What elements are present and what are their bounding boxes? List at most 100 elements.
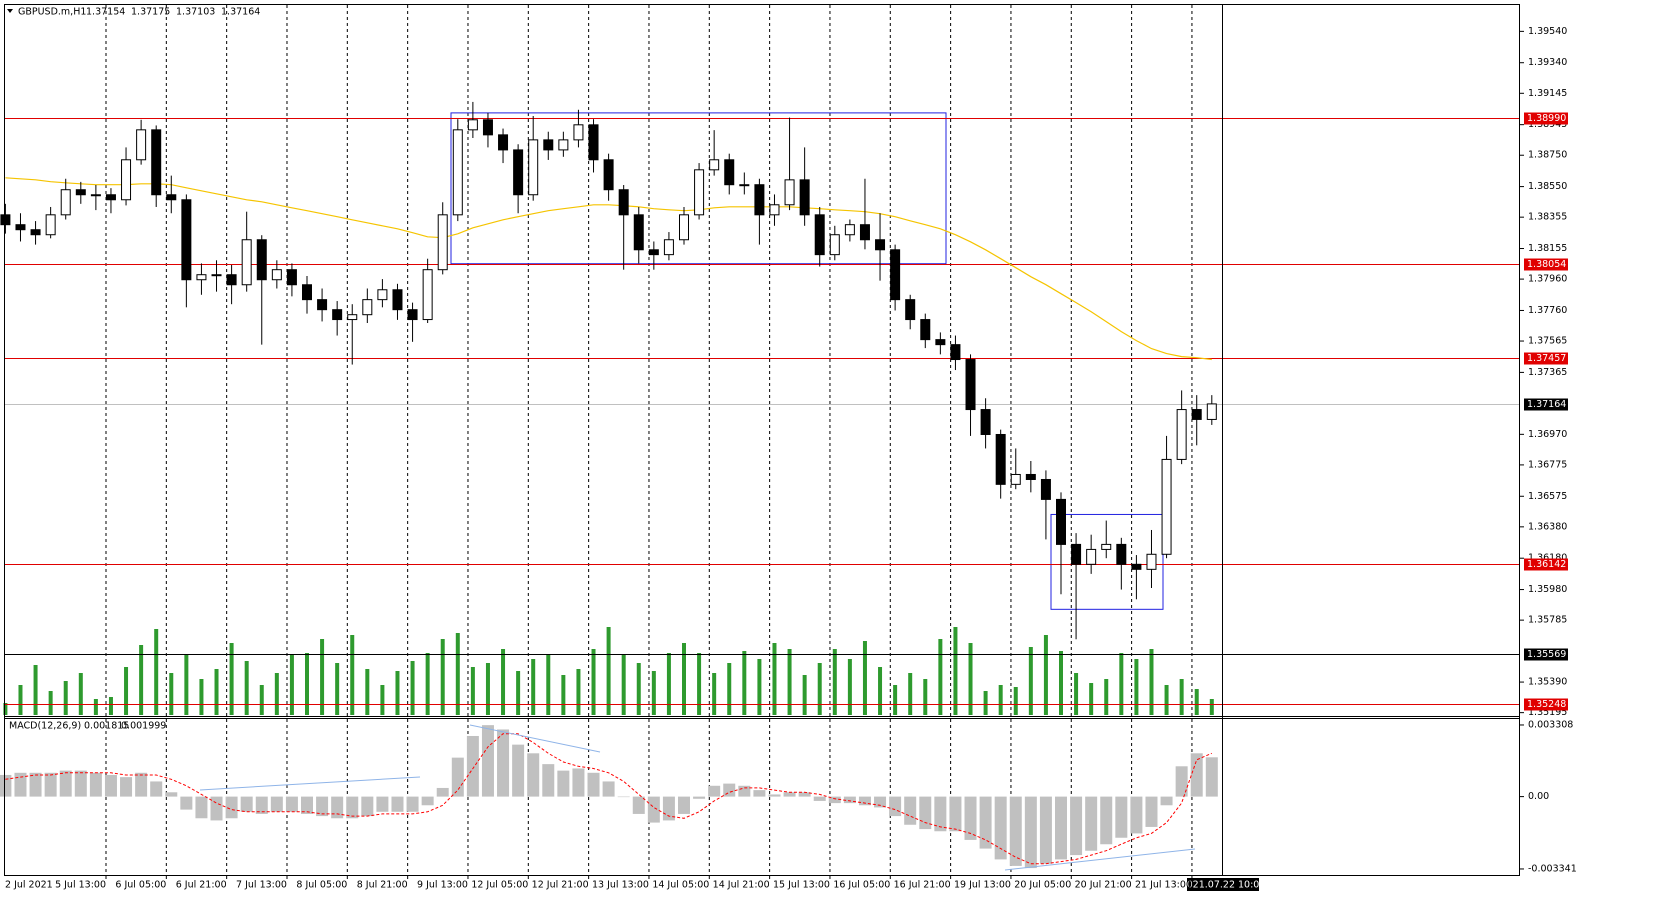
macd-bar xyxy=(723,783,736,797)
macd-bar xyxy=(512,744,525,797)
x-tick-label: 15 Jul 13:00 xyxy=(773,880,830,891)
candle-body xyxy=(482,119,493,136)
macd-bar xyxy=(0,774,12,797)
last-high: 1.37175 xyxy=(131,7,170,18)
candle-body xyxy=(392,289,403,311)
y-tick-label: 1.38355 xyxy=(1528,212,1567,223)
volume-bar xyxy=(410,661,415,715)
level-label-box xyxy=(1524,112,1568,125)
candle-body xyxy=(724,159,735,186)
x-tick-label: 14 Jul 05:00 xyxy=(652,880,709,891)
volume-bar xyxy=(862,641,867,715)
level-label: 1.38990 xyxy=(1527,113,1566,124)
volume-bar xyxy=(63,681,68,715)
volume-bar xyxy=(199,679,204,715)
candle-body xyxy=(15,224,26,231)
volume-bar xyxy=(1194,689,1199,715)
volume-bar xyxy=(1013,687,1018,715)
candle-body xyxy=(950,344,961,361)
text-layer: GBPUSD.m,H1 1.37154 1.37175 1.37103 1.37… xyxy=(5,7,1577,891)
macd-bar xyxy=(89,772,102,797)
volume-bar xyxy=(621,655,626,715)
volume-bar xyxy=(651,671,656,715)
macd-bar xyxy=(331,796,344,819)
x-tick-label: 7 Jul 13:00 xyxy=(236,880,287,891)
candle-body xyxy=(166,194,177,201)
volume-bar xyxy=(229,643,234,715)
candle-body xyxy=(1056,498,1066,545)
y-tick-label: 1.39145 xyxy=(1528,88,1567,99)
y-tick-label: 1.35785 xyxy=(1528,615,1567,626)
level-label-box xyxy=(1524,352,1568,365)
candle-body xyxy=(648,249,659,256)
macd-bar xyxy=(994,796,1007,860)
candle-body xyxy=(890,249,901,301)
candle-body xyxy=(211,274,222,277)
y-tick-label: 1.38155 xyxy=(1528,243,1567,254)
macd-bar xyxy=(74,770,87,797)
menu-arrow[interactable] xyxy=(7,9,13,13)
candle-body xyxy=(377,289,388,301)
candle-body xyxy=(633,214,644,251)
volume-bar xyxy=(274,673,279,715)
candle-body xyxy=(407,309,418,321)
candle-body xyxy=(1025,473,1036,480)
macd-bar xyxy=(120,777,133,797)
macd-bar xyxy=(104,774,117,797)
last-open: 1.37154 xyxy=(86,7,125,18)
macd-bar xyxy=(828,796,841,804)
volume-bar xyxy=(832,649,837,715)
volume-bar xyxy=(169,673,174,715)
volume-bar xyxy=(320,639,325,715)
macd-main-readout: 0.001815 xyxy=(84,721,129,732)
chart-frame xyxy=(4,4,1520,876)
candle-body xyxy=(90,194,101,197)
macd-bar xyxy=(255,796,268,814)
macd-bar xyxy=(753,790,766,797)
volume-bar xyxy=(350,635,355,715)
macd-bar xyxy=(497,729,510,797)
candle-body xyxy=(1146,553,1157,570)
volume-bar xyxy=(139,645,144,715)
candle-body xyxy=(965,359,976,411)
y-tick-label: 1.35980 xyxy=(1528,584,1567,595)
cursor-time-box xyxy=(1187,878,1259,891)
macd-bar xyxy=(1055,796,1067,860)
y-tick-label: 1.39540 xyxy=(1528,26,1567,37)
y-tick-label: 0.00 xyxy=(1528,791,1549,802)
volume-bar xyxy=(1119,653,1124,715)
volume-bar xyxy=(516,671,521,715)
volume-bar xyxy=(395,671,400,715)
candle-body xyxy=(844,224,855,236)
candle-body xyxy=(45,214,56,236)
macd-bar xyxy=(1100,796,1113,845)
candle-body xyxy=(362,299,373,316)
volume-bar xyxy=(787,649,792,715)
volume-bar xyxy=(998,685,1003,715)
macd-bar xyxy=(346,796,359,819)
volume-bar xyxy=(244,661,249,715)
macd-bar xyxy=(678,796,690,814)
volume-bar xyxy=(440,639,445,715)
level-label-box xyxy=(1524,258,1568,271)
volume-bar xyxy=(214,669,219,715)
volume-bar xyxy=(757,659,762,715)
macd-bar xyxy=(361,796,374,817)
volume-bar xyxy=(1104,679,1109,715)
candle-body xyxy=(543,139,554,151)
macd-bar xyxy=(964,796,977,840)
macd-bar xyxy=(783,792,796,797)
macd-bar xyxy=(798,792,811,797)
candle-body xyxy=(754,184,765,216)
macd-bar xyxy=(738,785,751,797)
macd-bar xyxy=(1070,796,1083,856)
volume-bar xyxy=(938,639,943,715)
volume-bar xyxy=(742,651,747,715)
macd-bar xyxy=(934,796,947,832)
candle-body xyxy=(709,159,720,171)
candle-body xyxy=(829,234,840,256)
moving-average xyxy=(5,177,1212,361)
candle-body xyxy=(784,179,795,206)
candle-body xyxy=(995,433,1006,485)
